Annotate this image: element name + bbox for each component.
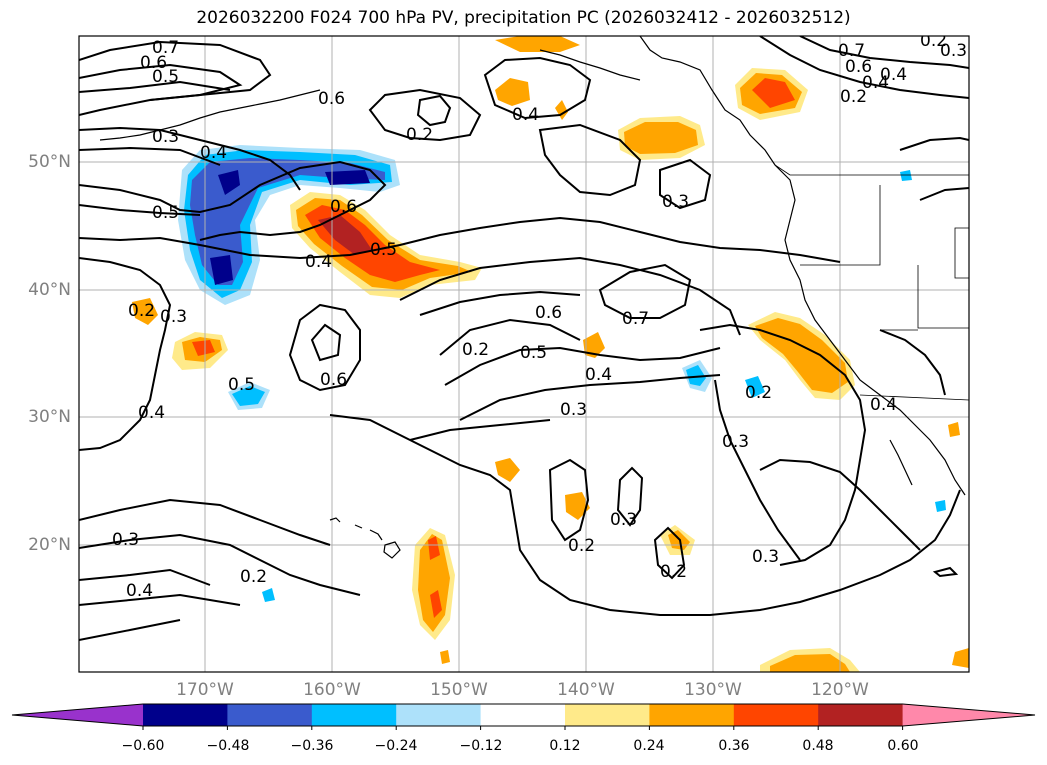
- contour-label: 0.6: [140, 53, 167, 73]
- lon-label-160w: 160°W: [303, 680, 361, 700]
- contour-label: 0.3: [722, 432, 749, 452]
- contour-label: 0.6: [320, 370, 347, 390]
- contour-label: 0.4: [200, 143, 227, 163]
- contour-label: 0.2: [840, 87, 867, 107]
- contour-label: 0.4: [862, 73, 889, 93]
- colorbar: [11, 703, 1036, 730]
- contour-label: 0.7: [152, 38, 179, 58]
- contour-label: 0.2: [406, 125, 433, 145]
- colorbar-tick: 0.36: [718, 738, 750, 754]
- contour-label: 0.7: [838, 41, 865, 61]
- contour-label: 0.4: [880, 65, 907, 85]
- contour-label: 0.3: [662, 192, 689, 212]
- colorbar-tick: 0.60: [887, 738, 919, 754]
- contour-label: 0.2: [568, 536, 595, 556]
- lon-label-150w: 150°W: [430, 680, 488, 700]
- figure-title: 2026032200 F024 700 hPa PV, precipitatio…: [196, 8, 851, 28]
- colorbar-segment: [733, 704, 819, 726]
- contour-label: 0.2: [745, 383, 772, 403]
- coastlines: [99, 36, 966, 496]
- contour-label: 0.5: [370, 240, 397, 260]
- colorbar-extend-min: [12, 704, 143, 726]
- colorbar-segment: [396, 704, 482, 726]
- contour-label: 0.3: [940, 41, 967, 61]
- contour-labels: 0.7 0.6 0.5 0.6 0.3 0.4 0.5 0.6 0.5 0.4 …: [112, 31, 967, 601]
- contour-label: 0.2: [920, 31, 947, 51]
- colorbar-segment: [227, 704, 313, 726]
- contour-label: 0.4: [585, 365, 612, 385]
- contour-label: 0.2: [462, 340, 489, 360]
- contour-label: 0.6: [535, 303, 562, 323]
- contour-label: 0.2: [240, 567, 267, 587]
- contour-label: 0.3: [610, 510, 637, 530]
- country-borders: [774, 164, 969, 401]
- contour-label: 0.7: [622, 309, 649, 329]
- contour-label: 0.6: [330, 197, 357, 217]
- lat-label-30n: 30°N: [28, 407, 71, 427]
- lon-label-120w: 120°W: [811, 680, 869, 700]
- pv-contours: [79, 36, 969, 641]
- colorbar-tick: −0.60: [121, 738, 165, 754]
- contour-label: 0.3: [160, 307, 187, 327]
- colorbar-tick: −0.48: [206, 738, 250, 754]
- colorbar-tick: −0.36: [290, 738, 334, 754]
- map-plot-area: 0.7 0.6 0.5 0.6 0.3 0.4 0.5 0.6 0.5 0.4 …: [79, 31, 969, 672]
- colorbar-tick: 0.48: [802, 738, 834, 754]
- lat-label-50n: 50°N: [28, 152, 71, 172]
- map-frame: [78, 35, 970, 673]
- hawaii-islands: [329, 517, 401, 559]
- colorbar-extend-max: [902, 704, 1035, 726]
- contour-label: 0.5: [152, 67, 179, 87]
- contour-label: 0.4: [512, 105, 539, 125]
- contour-label: 0.4: [870, 395, 897, 415]
- contour-label: 0.4: [305, 252, 332, 272]
- colorbar-segment: [649, 704, 735, 726]
- colorbar-segment: [480, 704, 566, 726]
- contour-label: 0.5: [152, 203, 179, 223]
- contour-label: 0.3: [560, 400, 587, 420]
- contour-label: 0.4: [126, 581, 153, 601]
- contour-label: 0.5: [228, 375, 255, 395]
- colorbar-tick: −0.24: [374, 738, 418, 754]
- lat-label-20n: 20°N: [28, 535, 71, 555]
- contour-label: 0.2: [128, 301, 155, 321]
- contour-label: 0.3: [152, 127, 179, 147]
- colorbar-tick: −0.12: [459, 738, 503, 754]
- contour-label: 0.6: [845, 57, 872, 77]
- colorbar-segment: [565, 704, 650, 726]
- contour-label: 0.6: [318, 89, 345, 109]
- colorbar-segment: [143, 704, 228, 726]
- contour-label: 0.4: [138, 403, 165, 423]
- lon-label-140w: 140°W: [557, 680, 615, 700]
- colorbar-tick: 0.12: [549, 738, 581, 754]
- colorbar-segment: [818, 704, 904, 726]
- colorbar-tick: 0.24: [633, 738, 665, 754]
- colorbar-segment: [311, 704, 397, 726]
- contour-label: 0.3: [752, 547, 779, 567]
- contour-label: 0.2: [660, 562, 687, 582]
- lon-label-170w: 170°W: [176, 680, 234, 700]
- lat-label-40n: 40°N: [28, 280, 71, 300]
- contour-label: 0.3: [112, 530, 139, 550]
- lon-label-130w: 130°W: [684, 680, 742, 700]
- contour-label: 0.5: [520, 343, 547, 363]
